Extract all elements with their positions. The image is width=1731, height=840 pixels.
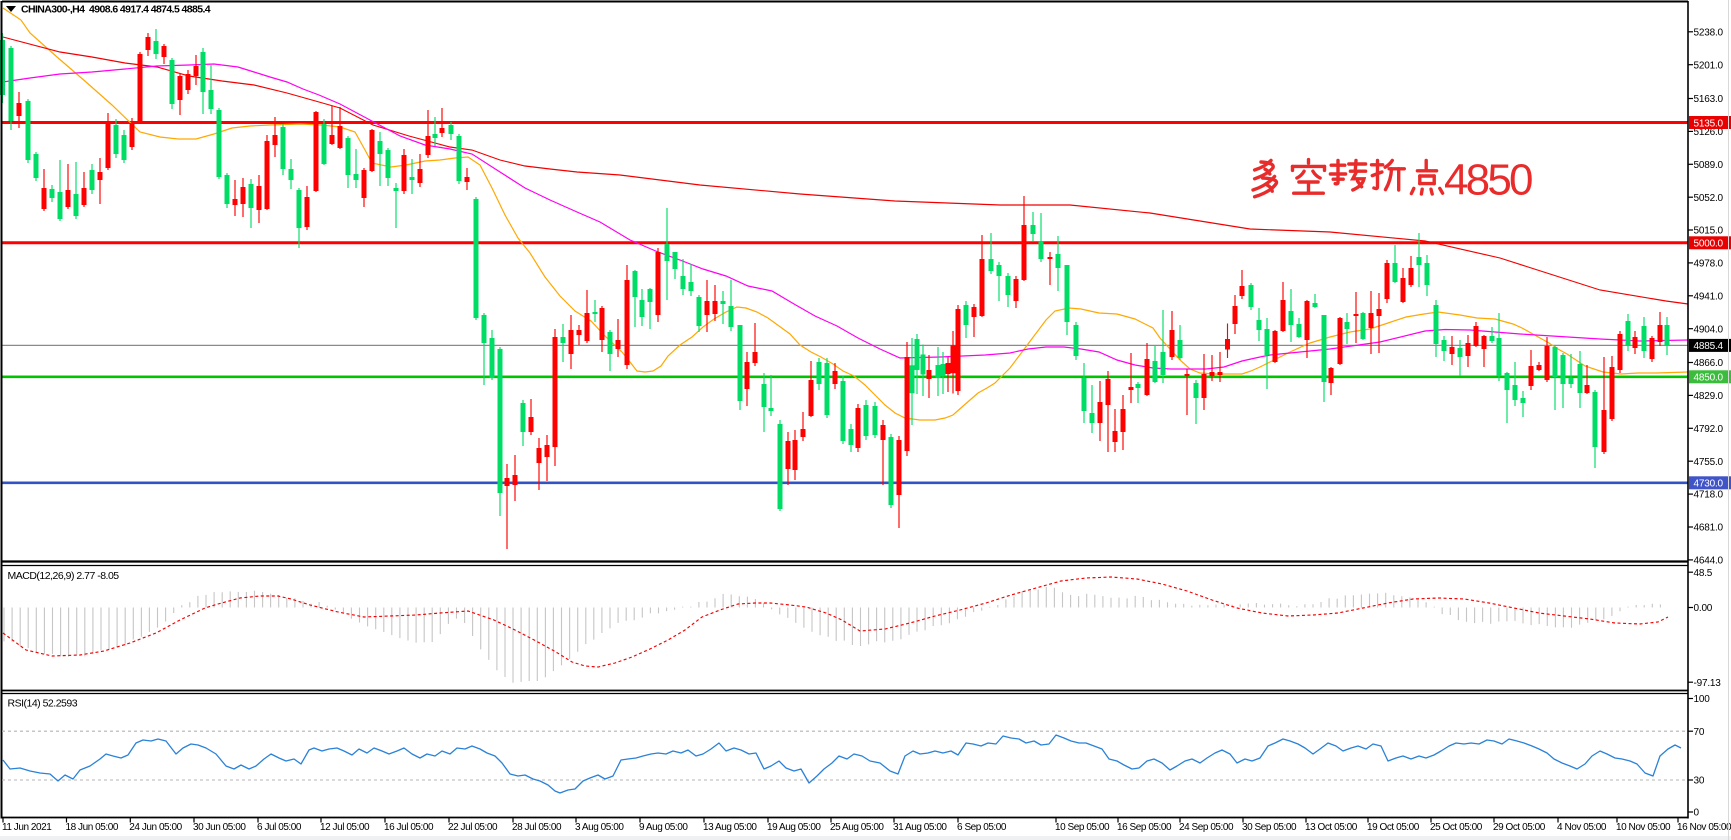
svg-text:4829.0: 4829.0 — [1694, 391, 1724, 402]
svg-text:25 Aug 05:00: 25 Aug 05:00 — [830, 822, 884, 833]
svg-text:5015.0: 5015.0 — [1694, 226, 1724, 237]
svg-text:19 Aug 05:00: 19 Aug 05:00 — [767, 822, 821, 833]
svg-text:100: 100 — [1694, 694, 1711, 705]
svg-text:4755.0: 4755.0 — [1694, 457, 1724, 468]
svg-text:4792.0: 4792.0 — [1694, 424, 1724, 435]
svg-text:4904.0: 4904.0 — [1694, 324, 1724, 335]
svg-text:5163.0: 5163.0 — [1694, 94, 1724, 105]
svg-text:10 Sep 05:00: 10 Sep 05:00 — [1055, 822, 1110, 833]
svg-text:16 Sep 05:00: 16 Sep 05:00 — [1117, 822, 1172, 833]
svg-text:4 Nov 05:00: 4 Nov 05:00 — [1557, 822, 1607, 833]
svg-text:4850.0: 4850.0 — [1694, 373, 1724, 384]
svg-text:30 Jun 05:00: 30 Jun 05:00 — [193, 822, 246, 833]
svg-text:12 Jul 05:00: 12 Jul 05:00 — [320, 822, 370, 833]
svg-text:-97.13: -97.13 — [1694, 678, 1722, 689]
svg-text:4978.0: 4978.0 — [1694, 259, 1724, 270]
svg-text:5238.0: 5238.0 — [1694, 27, 1724, 38]
svg-text:4718.0: 4718.0 — [1694, 490, 1724, 501]
svg-text:4941.0: 4941.0 — [1694, 291, 1724, 302]
svg-text:5052.0: 5052.0 — [1694, 193, 1724, 204]
svg-text:22 Jul 05:00: 22 Jul 05:00 — [448, 822, 498, 833]
svg-text:30: 30 — [1694, 776, 1705, 787]
svg-text:3 Aug 05:00: 3 Aug 05:00 — [575, 822, 624, 833]
svg-text:16 Nov 05:00: 16 Nov 05:00 — [1677, 822, 1731, 833]
svg-text:24 Jun 05:00: 24 Jun 05:00 — [129, 822, 182, 833]
svg-text:4644.0: 4644.0 — [1694, 556, 1724, 567]
svg-text:4885.4: 4885.4 — [1694, 341, 1724, 352]
svg-text:4681.0: 4681.0 — [1694, 523, 1724, 534]
svg-text:18 Jun 05:00: 18 Jun 05:00 — [66, 822, 119, 833]
svg-text:5201.0: 5201.0 — [1694, 60, 1724, 71]
svg-text:5000.0: 5000.0 — [1694, 239, 1724, 250]
svg-text:5126.0: 5126.0 — [1694, 127, 1724, 138]
svg-text:48.5: 48.5 — [1694, 568, 1713, 579]
svg-text:CHINA300-,H4 4908.6 4917.4 48: CHINA300-,H4 4908.6 4917.4 4874.5 4885.4 — [21, 4, 211, 16]
svg-text:25 Oct 05:00: 25 Oct 05:00 — [1430, 822, 1483, 833]
svg-text:5135.0: 5135.0 — [1694, 118, 1724, 129]
svg-text:0.00: 0.00 — [1694, 603, 1713, 614]
svg-text:70: 70 — [1694, 727, 1705, 738]
svg-text:30 Sep 05:00: 30 Sep 05:00 — [1242, 822, 1297, 833]
svg-text:4866.0: 4866.0 — [1694, 358, 1724, 369]
svg-text:11 Jun 2021: 11 Jun 2021 — [2, 822, 52, 833]
svg-text:16 Jul 05:00: 16 Jul 05:00 — [384, 822, 434, 833]
svg-text:31 Aug 05:00: 31 Aug 05:00 — [893, 822, 947, 833]
svg-text:13 Aug 05:00: 13 Aug 05:00 — [703, 822, 757, 833]
svg-text:24 Sep 05:00: 24 Sep 05:00 — [1179, 822, 1234, 833]
svg-text:29 Oct 05:00: 29 Oct 05:00 — [1493, 822, 1546, 833]
svg-text:6 Jul 05:00: 6 Jul 05:00 — [257, 822, 302, 833]
svg-text:13 Oct 05:00: 13 Oct 05:00 — [1305, 822, 1358, 833]
svg-text:9 Aug 05:00: 9 Aug 05:00 — [639, 822, 688, 833]
svg-text:RSI(14) 52.2593: RSI(14) 52.2593 — [8, 698, 78, 710]
svg-text:28 Jul 05:00: 28 Jul 05:00 — [512, 822, 562, 833]
svg-text:0: 0 — [1694, 808, 1700, 819]
svg-text:6 Sep 05:00: 6 Sep 05:00 — [957, 822, 1007, 833]
svg-text:19 Oct 05:00: 19 Oct 05:00 — [1367, 822, 1420, 833]
svg-text:MACD(12,26,9) 2.77 -8.05: MACD(12,26,9) 2.77 -8.05 — [8, 570, 120, 582]
svg-text:5089.0: 5089.0 — [1694, 160, 1724, 171]
svg-text:4850: 4850 — [1444, 156, 1532, 205]
svg-text:4730.0: 4730.0 — [1694, 479, 1724, 490]
svg-text:10 Nov 05:00: 10 Nov 05:00 — [1616, 822, 1671, 833]
